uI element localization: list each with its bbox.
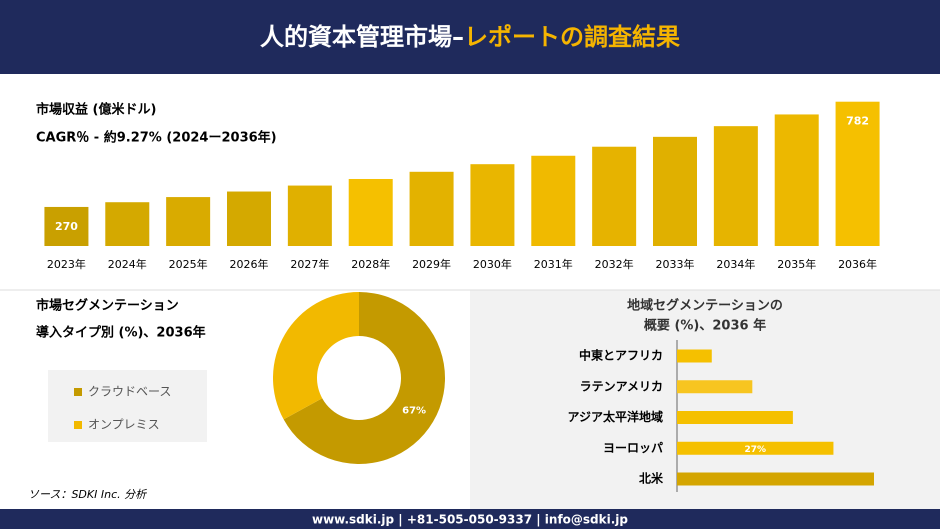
bar bbox=[677, 472, 874, 486]
bar bbox=[287, 185, 332, 246]
bar bbox=[531, 155, 576, 246]
legend-marker bbox=[74, 388, 82, 396]
y-tick-label: 北米 bbox=[639, 471, 664, 486]
bar bbox=[166, 197, 211, 246]
footer-bg bbox=[0, 509, 940, 529]
value-label: 27% bbox=[744, 445, 766, 455]
bar bbox=[653, 136, 697, 246]
bar bbox=[105, 202, 150, 246]
bar bbox=[677, 441, 834, 455]
bar bbox=[677, 380, 753, 394]
bar bbox=[470, 164, 515, 246]
bar bbox=[227, 191, 271, 246]
footer: www.sdki.jp | +81-505-050-9337 | info@sd… bbox=[312, 513, 628, 527]
source: ソース：SDKI Inc. 分析 bbox=[28, 488, 148, 501]
x-tick-label: 2025年 bbox=[169, 257, 208, 271]
title-part: レポートの調査結果 bbox=[464, 23, 680, 51]
chart-title: 市場収益 (億米ドル) bbox=[36, 102, 156, 118]
x-tick-label: 2035年 bbox=[777, 257, 816, 271]
legend-box bbox=[48, 370, 207, 442]
x-tick-label: 2032年 bbox=[595, 257, 634, 271]
bar bbox=[713, 126, 758, 246]
x-tick-label: 2029年 bbox=[412, 257, 451, 271]
x-tick-label: 2034年 bbox=[716, 257, 755, 271]
bar bbox=[44, 206, 89, 246]
x-tick-label: 2024年 bbox=[108, 257, 147, 271]
x-tick-label: 2030年 bbox=[473, 257, 512, 271]
x-tick-label: 2031年 bbox=[534, 257, 573, 271]
legend-label: オンプレミス bbox=[88, 418, 160, 432]
chart-title: 市場セグメンテーション bbox=[36, 298, 179, 314]
bar bbox=[835, 101, 880, 246]
y-tick-label: ヨーロッパ bbox=[603, 441, 663, 455]
bar bbox=[409, 171, 454, 246]
y-tick-label: ラテンアメリカ bbox=[580, 379, 663, 393]
legend-marker bbox=[74, 421, 82, 429]
bar bbox=[592, 146, 637, 246]
bar bbox=[774, 114, 819, 246]
value-label: 270 bbox=[55, 220, 78, 233]
donut-segment bbox=[283, 292, 445, 465]
x-tick-label: 2026年 bbox=[230, 257, 269, 271]
title-part: 人的資本管理市場– bbox=[260, 23, 464, 51]
header-title: 人的資本管理市場–レポートの調査結果 bbox=[260, 23, 680, 51]
bar bbox=[348, 178, 393, 246]
y-tick-label: アジア太平洋地域 bbox=[567, 409, 663, 424]
chart-subtitle: CAGR％ - 約9.27% (2024ー2036年) bbox=[36, 130, 277, 146]
legend-label: クラウドベース bbox=[88, 385, 171, 399]
y-tick-label: 中東とアフリカ bbox=[579, 348, 663, 363]
x-tick-label: 2036年 bbox=[838, 257, 877, 271]
bar bbox=[677, 349, 712, 363]
x-tick-label: 2027年 bbox=[290, 257, 329, 271]
x-tick-label: 2033年 bbox=[656, 257, 695, 271]
chart-title: 地域セグメンテーションの bbox=[627, 298, 783, 314]
x-tick-label: 2028年 bbox=[351, 257, 390, 271]
donut-segment bbox=[273, 292, 359, 420]
chart-title: 導入タイプ別 (%)、2036年 bbox=[36, 325, 206, 341]
bar bbox=[677, 411, 793, 424]
value-label: 67% bbox=[402, 406, 426, 417]
x-tick-label: 2023年 bbox=[47, 257, 86, 271]
header-bg bbox=[0, 0, 940, 74]
value-label: 782 bbox=[846, 115, 869, 128]
chart-title: 概要 (%)、2036 年 bbox=[644, 318, 766, 334]
